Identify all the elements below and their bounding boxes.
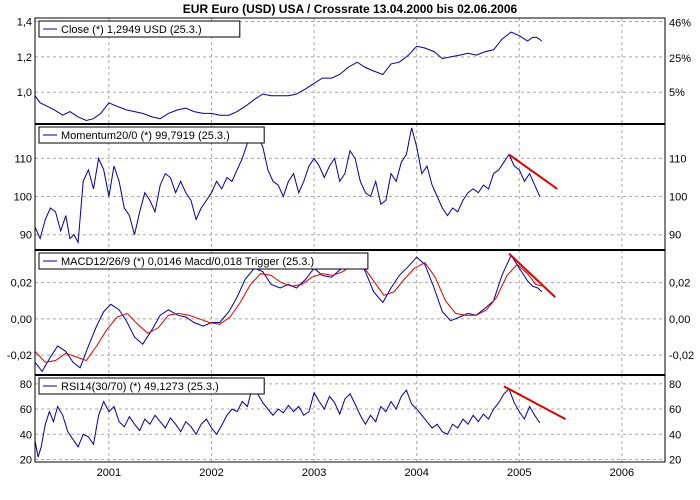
y-tick-label-left: 110 <box>14 153 32 165</box>
x-axis: 2001 2002 2003 2004 2005 2006 <box>97 467 635 479</box>
rsi-trend-line <box>503 385 566 421</box>
legend-label: Momentum20/0 (*) 99,7919 (25.3.) <box>61 130 230 142</box>
momentum-legend: Momentum20/0 (*) 99,7919 (25.3.) <box>38 126 265 144</box>
y-tick-label-right: 80 <box>669 379 681 391</box>
y-tick-label-left: -0,02 <box>7 350 32 362</box>
y-tick-label-right: 0,02 <box>669 278 690 290</box>
momentum-panel: 110 100 90 110 100 90 Momentum20/0 (*) 99,7919… <box>14 123 687 251</box>
momentum-series-momentum <box>34 126 541 245</box>
y-tick-label-left: 0,02 <box>11 278 32 290</box>
y-tick-label-left: 0,00 <box>11 314 32 326</box>
y-tick-label-left: 80 <box>20 379 32 391</box>
y-tick-label-right: 100 <box>669 192 687 204</box>
x-tick-label: 2006 <box>610 467 634 479</box>
macd-panel: 0,02 0,00 -0,02 0,02 0,00 -0,02 MACD12/26/9 (*… <box>7 249 694 376</box>
momentum-trend-line <box>508 153 558 190</box>
legend-box <box>38 377 265 395</box>
chart-panels: 1,4 1,2 1,0 46% 25% 5% Close (*) 1,2949 USD (2… <box>7 17 694 467</box>
y-tick-label-left: 60 <box>20 404 32 416</box>
y-tick-label-left: 40 <box>20 429 32 441</box>
y-tick-label-left: 90 <box>20 230 32 242</box>
rsi-series-rsi <box>34 385 541 458</box>
rsi-panel: 80 60 40 20 80 60 40 20 RSI14(30/70) (*) 49,1273… <box>20 374 681 466</box>
y-tick-label-left: 20 <box>20 454 32 466</box>
macd-trend-line <box>508 252 556 298</box>
y-tick-label-right: 90 <box>669 230 681 242</box>
y-tick-label-left: 1,2 <box>17 52 32 64</box>
legend-box <box>38 20 241 38</box>
legend-label: Close (*) 1,2949 USD (25.3.) <box>61 24 202 36</box>
y-tick-label-left: 1,4 <box>17 17 32 29</box>
macd-legend: MACD12/26/9 (*) 0,0146 Macd/0,018 Trigge… <box>38 252 369 270</box>
y-tick-label-right: 20 <box>669 454 681 466</box>
rsi-legend: RSI14(30/70) (*) 49,1273 (25.3.) <box>38 377 265 395</box>
close-panel: 1,4 1,2 1,0 46% 25% 5% Close (*) 1,2949 USD (2… <box>17 17 691 125</box>
y-tick-label-left: 100 <box>14 192 32 204</box>
x-tick-label: 2005 <box>507 467 531 479</box>
x-tick-label: 2004 <box>404 467 428 479</box>
y-tick-label-right: 0,00 <box>669 314 690 326</box>
y-tick-label-right: -0,02 <box>669 350 694 362</box>
close-series-close <box>34 31 543 122</box>
y-tick-label-right: 5% <box>669 87 685 99</box>
x-tick-label: 2001 <box>97 467 121 479</box>
y-tick-label-right: 40 <box>669 429 681 441</box>
y-tick-label-right: 110 <box>669 153 687 165</box>
macd-series-macd <box>34 254 543 373</box>
x-tick-label: 2002 <box>199 467 223 479</box>
legend-label: MACD12/26/9 (*) 0,0146 Macd/0,018 Trigge… <box>61 256 314 268</box>
chart-title: EUR Euro (USD) USA / Crossrate 13.04.200… <box>183 2 518 16</box>
y-tick-label-right: 46% <box>669 18 691 30</box>
legend-label: RSI14(30/70) (*) 49,1273 (25.3.) <box>61 381 219 393</box>
legend-box <box>38 252 369 270</box>
y-tick-label-left: 1,0 <box>17 87 32 99</box>
y-tick-label-right: 60 <box>669 404 681 416</box>
x-tick-label: 2003 <box>302 467 326 479</box>
legend-box <box>38 126 265 144</box>
y-tick-label-right: 25% <box>669 53 691 65</box>
macd-series-trigger <box>34 262 543 363</box>
close-legend: Close (*) 1,2949 USD (25.3.) <box>38 20 241 38</box>
